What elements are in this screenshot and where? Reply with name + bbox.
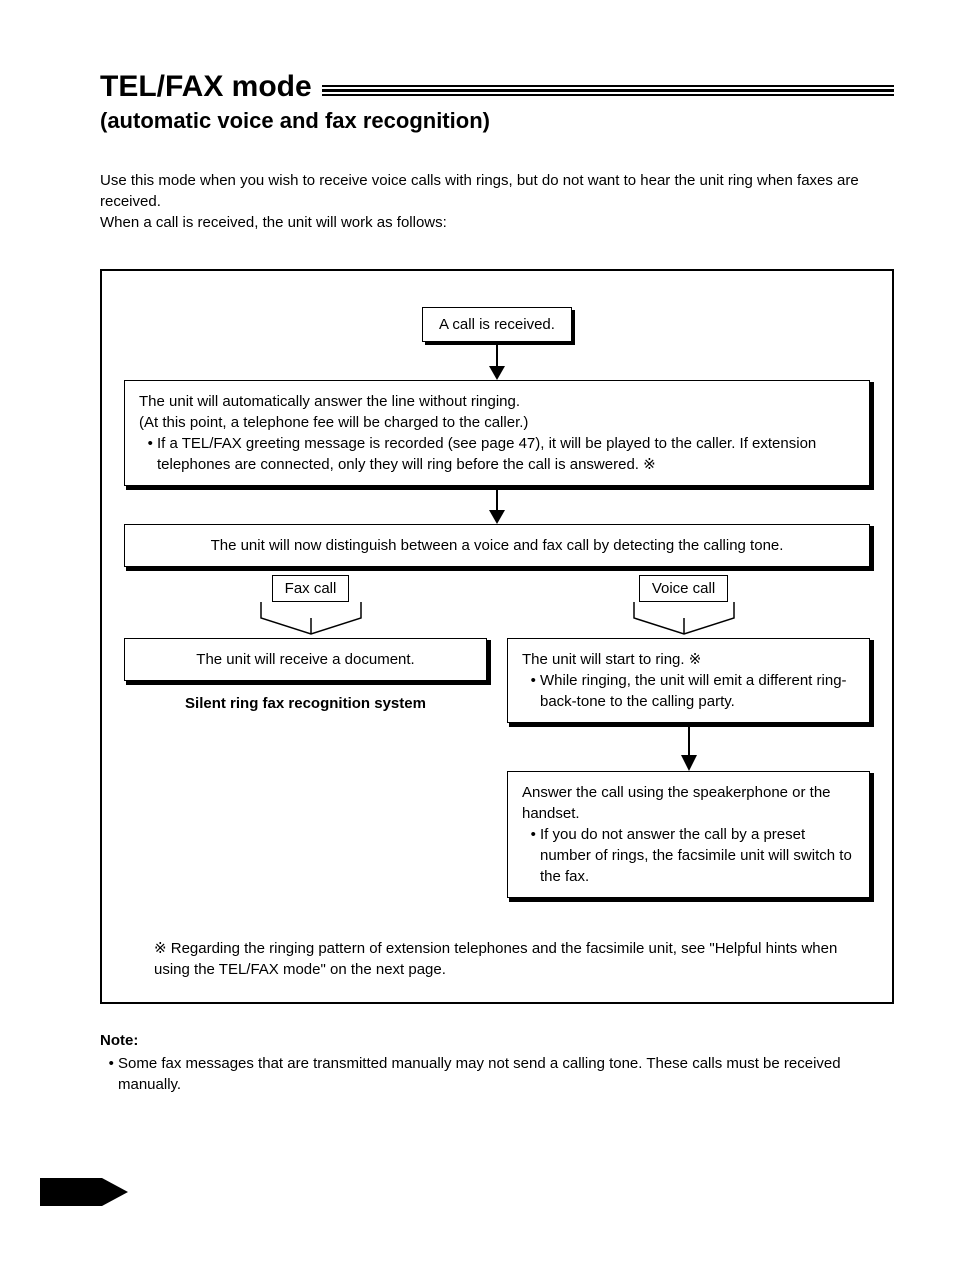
open-arrow-down-icon	[251, 602, 371, 638]
flow-box-receive-doc: The unit will receive a document.	[124, 638, 487, 681]
page-title: TEL/FAX mode	[100, 70, 312, 104]
flow-box-start-ring: The unit will start to ring. ※ While rin…	[507, 638, 870, 723]
flow-box-line: (At this point, a telephone fee will be …	[139, 412, 855, 433]
branch-fax: The unit will receive a document. Silent…	[124, 638, 487, 898]
flow-box-bullet: If a TEL/FAX greeting message is recorde…	[157, 433, 855, 475]
note-section: Note: Some fax messages that are transmi…	[100, 1030, 894, 1095]
flow-box-line: Answer the call using the speakerphone o…	[522, 782, 855, 824]
branch-split: The unit will receive a document. Silent…	[124, 638, 870, 898]
title-rule-icon	[322, 85, 894, 96]
arrow-down-icon	[487, 486, 507, 524]
branch-label-fax: Fax call	[272, 575, 350, 602]
flow-box-bullet: If you do not answer the call by a prese…	[540, 824, 855, 887]
page-number-tab-icon	[40, 1175, 894, 1209]
flow-box-line: The unit will automatically answer the l…	[139, 391, 855, 412]
arrow-down-icon	[679, 723, 699, 771]
note-heading: Note:	[100, 1030, 894, 1051]
flowchart-container: A call is received. The unit will automa…	[100, 269, 894, 1004]
flow-box-distinguish: The unit will now distinguish between a …	[124, 524, 870, 567]
open-arrow-down-icon	[624, 602, 744, 638]
fax-caption: Silent ring fax recognition system	[185, 695, 426, 712]
page: TEL/FAX mode (automatic voice and fax re…	[0, 0, 954, 1269]
title-row: TEL/FAX mode	[100, 70, 894, 104]
intro-line-1: Use this mode when you wish to receive v…	[100, 172, 859, 210]
branch-label-voice: Voice call	[639, 575, 728, 602]
flow-box-auto-answer: The unit will automatically answer the l…	[124, 380, 870, 486]
flow-footnote: ※ Regarding the ringing pattern of exten…	[124, 938, 870, 980]
note-item: Some fax messages that are transmitted m…	[118, 1053, 894, 1095]
flow-box-call-received: A call is received.	[422, 307, 572, 342]
page-subtitle: (automatic voice and fax recognition)	[100, 108, 894, 134]
flow-box-bullet: While ringing, the unit will emit a diff…	[540, 670, 855, 712]
flow-box-answer-call: Answer the call using the speakerphone o…	[507, 771, 870, 898]
flow-box-line: The unit will start to ring. ※	[522, 649, 855, 670]
branch-voice: The unit will start to ring. ※ While rin…	[507, 638, 870, 898]
branch-labels: Fax call Voice call	[124, 575, 870, 638]
arrow-down-icon	[487, 342, 507, 380]
intro-line-2: When a call is received, the unit will w…	[100, 214, 447, 231]
intro-text: Use this mode when you wish to receive v…	[100, 170, 894, 233]
